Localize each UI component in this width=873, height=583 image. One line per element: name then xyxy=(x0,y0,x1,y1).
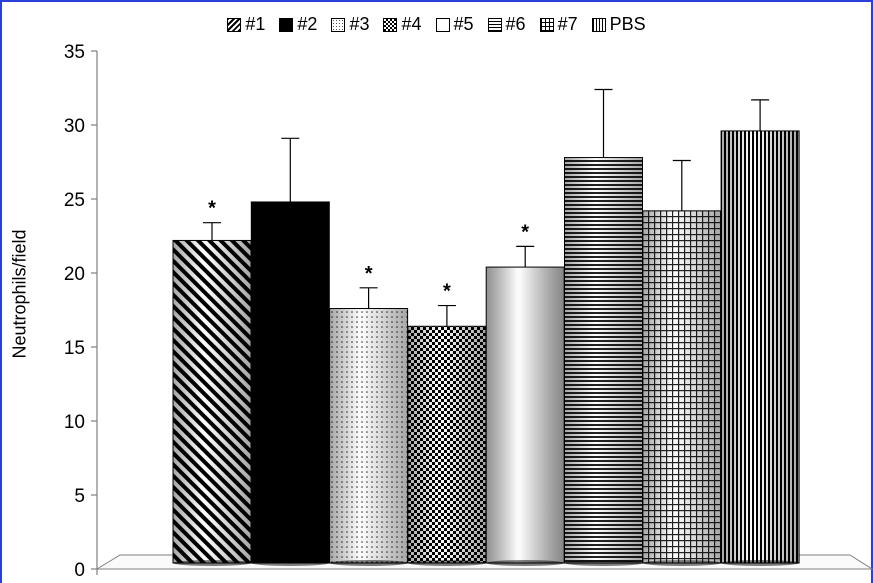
significance-marker: * xyxy=(208,198,216,220)
bar-group-7 xyxy=(642,159,722,566)
bar-base xyxy=(173,560,251,566)
significance-marker: * xyxy=(443,281,451,303)
bar-base xyxy=(642,560,721,566)
legend-label: PBS xyxy=(609,14,646,34)
legend-swatch xyxy=(383,17,398,32)
significance-marker: * xyxy=(521,221,529,243)
legend-item: #6 xyxy=(487,14,526,35)
legend-swatch xyxy=(331,17,346,32)
bar-group-8 xyxy=(720,99,800,566)
legend-item: #7 xyxy=(539,14,578,35)
legend-swatch xyxy=(279,17,294,32)
legend-label: #3 xyxy=(349,14,370,34)
bar-shading xyxy=(251,201,330,563)
bar-group-6 xyxy=(564,88,643,566)
bar-shading xyxy=(721,130,800,564)
legend-label: #2 xyxy=(297,14,318,34)
legend-swatch xyxy=(227,17,242,32)
legend-label: #1 xyxy=(245,14,266,34)
bar-base xyxy=(329,560,408,566)
bar-shading xyxy=(173,240,251,563)
legend-swatch xyxy=(435,17,450,32)
legend-swatch xyxy=(539,17,554,32)
legend-swatch xyxy=(591,17,606,32)
y-tick-label: 0 xyxy=(74,560,85,581)
significance-marker: * xyxy=(365,263,373,285)
legend-item: #3 xyxy=(331,14,369,35)
bar-group-5: * xyxy=(485,221,565,566)
legend-item: #5 xyxy=(435,14,474,35)
y-axis-label: Neutrophils/field xyxy=(9,229,30,359)
y-tick-label: 10 xyxy=(64,412,85,433)
legend-item: PBS xyxy=(591,14,646,35)
legend-item: #4 xyxy=(383,14,422,35)
bar-base xyxy=(486,560,565,566)
legend-label: #4 xyxy=(401,14,422,34)
y-tick-label: 15 xyxy=(64,338,85,359)
bar-shading xyxy=(329,308,408,563)
bar-base xyxy=(407,560,486,566)
y-tick-label: 20 xyxy=(64,264,85,285)
y-tick-label: 35 xyxy=(64,42,85,63)
legend-label: #6 xyxy=(505,14,526,34)
bar-group-2 xyxy=(250,137,330,566)
legend-item: #2 xyxy=(279,14,317,35)
bar-shading xyxy=(642,210,721,563)
y-tick-label: 25 xyxy=(64,190,85,211)
bar-group-4: * xyxy=(407,281,487,566)
y-tick-label: 5 xyxy=(74,486,85,507)
legend-swatch xyxy=(487,17,502,32)
chart-legend: #1 #2 #3 #4 #5 #6 #7 PBS xyxy=(0,14,873,35)
legend-label: #7 xyxy=(557,14,578,34)
legend-item: #1 xyxy=(227,14,265,35)
bar-shading xyxy=(407,326,486,563)
bar-group-3: * xyxy=(329,263,409,566)
bar-base xyxy=(251,560,330,566)
bar-base xyxy=(564,560,643,566)
bar-base xyxy=(721,560,800,566)
bar-shading xyxy=(486,267,565,563)
y-tick-label: 30 xyxy=(64,116,85,137)
bar-shading xyxy=(564,157,643,563)
bar-group-1: * xyxy=(172,198,252,566)
legend-label: #5 xyxy=(453,14,474,34)
